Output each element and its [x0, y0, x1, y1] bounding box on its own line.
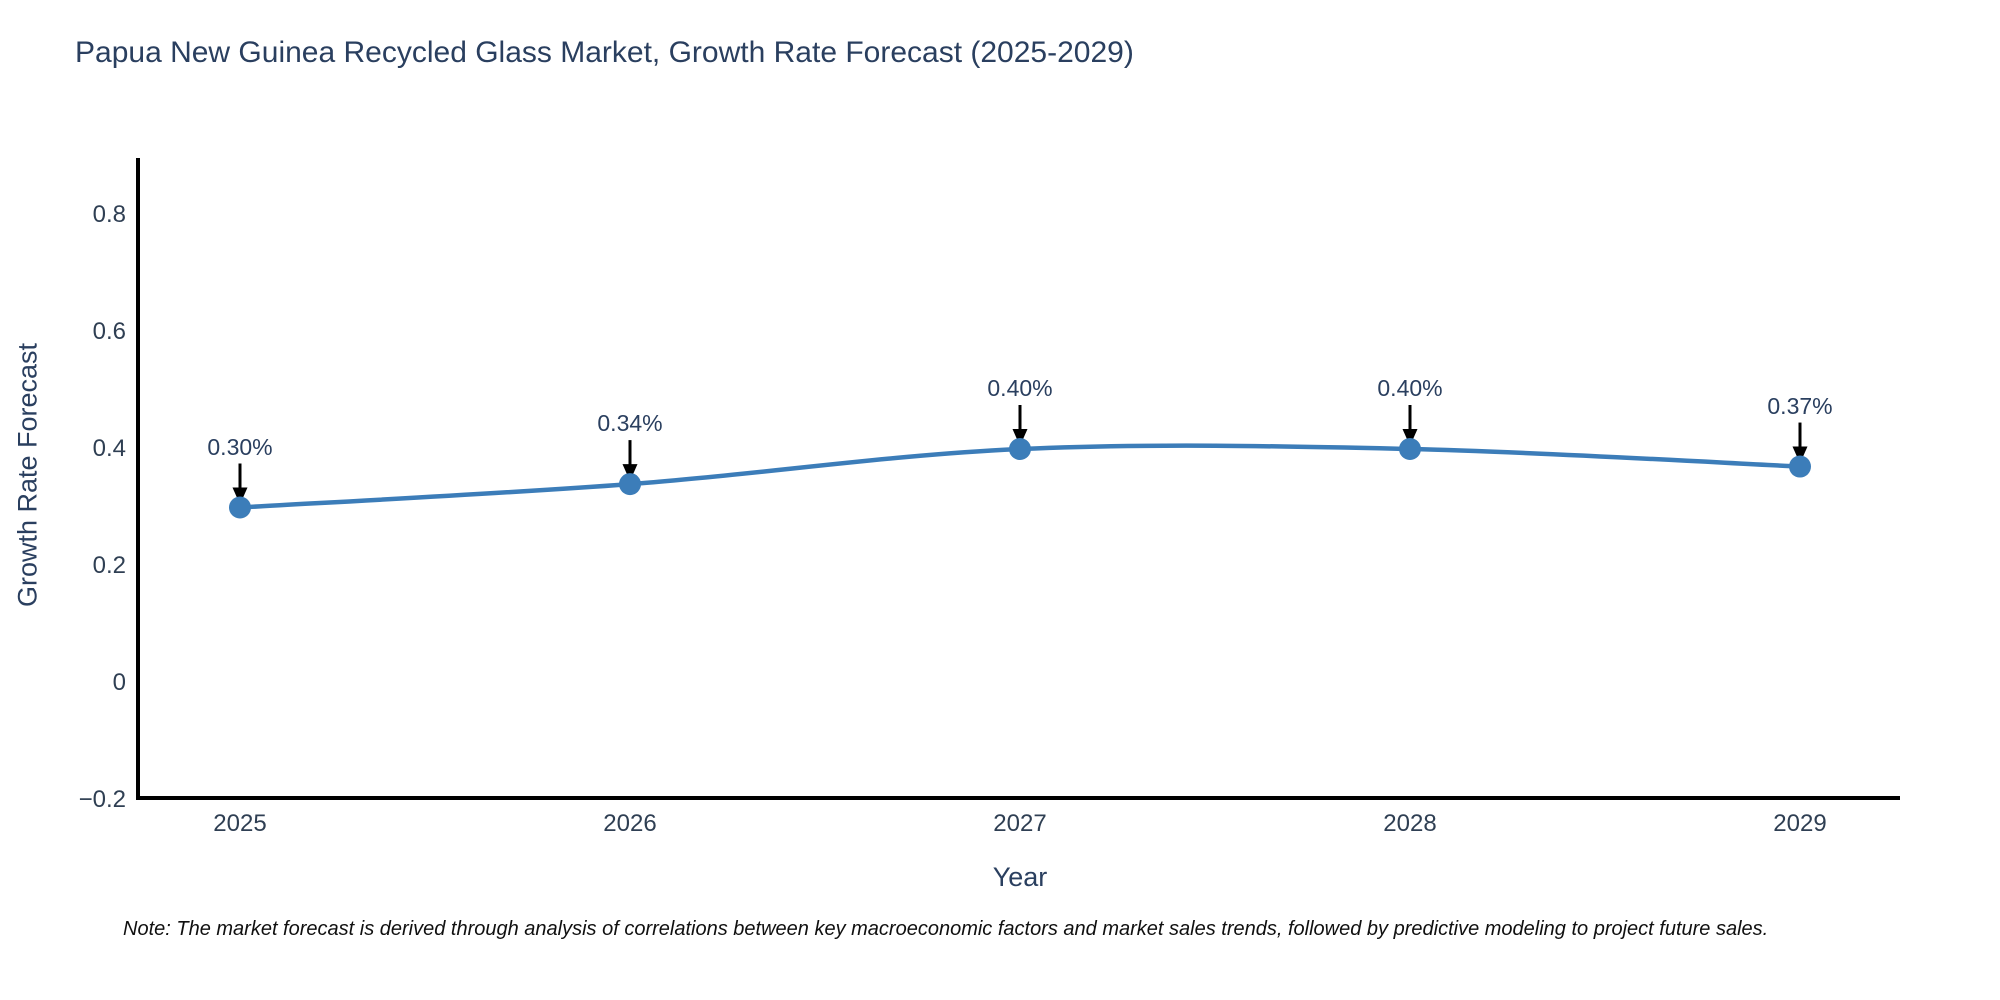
x-tick-label-2029: 2029 [1773, 810, 1827, 837]
annotation-arrowhead-icon [1792, 446, 1808, 464]
x-tick-label-2027: 2027 [993, 810, 1047, 837]
point-annotation-2027: 0.40% [987, 375, 1053, 401]
footnote: Note: The market forecast is derived thr… [123, 918, 1769, 940]
chart-title: Papua New Guinea Recycled Glass Market, … [75, 36, 1134, 69]
data-point-marker [229, 496, 251, 519]
y-tick-label-0.4: 0.4 [92, 435, 126, 462]
x-tick-label-2026: 2026 [603, 810, 657, 837]
data-point-marker [1009, 438, 1031, 460]
x-tick-label-2025: 2025 [213, 810, 267, 837]
data-point-marker [1789, 455, 1811, 478]
x-tick-label-2028: 2028 [1383, 810, 1437, 837]
annotation-arrowhead-icon [622, 464, 638, 482]
y-tick-label-0.6: 0.6 [92, 318, 126, 345]
data-point-marker [619, 473, 641, 496]
point-annotation-2029: 0.37% [1767, 392, 1833, 419]
point-annotation-2026: 0.34% [597, 410, 663, 437]
y-tick-label-0.8: 0.8 [92, 201, 126, 228]
annotation-arrowhead-icon [1402, 429, 1418, 446]
annotation-arrowhead-icon [1012, 429, 1028, 446]
y-tick-label-0.2: 0.2 [92, 552, 126, 579]
point-annotation-2025: 0.30% [207, 433, 273, 460]
y-tick-label-neg0.2: −0.2 [78, 786, 126, 813]
x-axis-title: Year [992, 862, 1048, 892]
line-series [229, 405, 1811, 519]
y-tick-label-0: 0 [112, 669, 126, 696]
point-annotation-2028: 0.40% [1377, 375, 1443, 401]
annotation-arrowhead-icon [232, 487, 248, 505]
data-point-marker [1399, 438, 1421, 460]
